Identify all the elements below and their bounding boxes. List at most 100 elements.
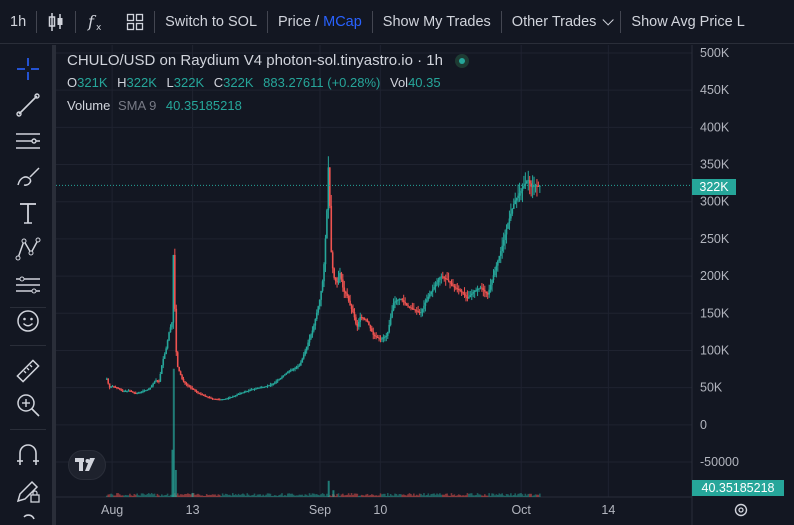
candle-body: [512, 204, 515, 209]
candle-body: [376, 336, 379, 338]
candle-body: [218, 399, 221, 401]
candle-body: [423, 305, 425, 309]
toolbar-divider: [36, 10, 38, 33]
pattern-icon[interactable]: [14, 235, 42, 263]
brush-icon[interactable]: [14, 163, 42, 191]
volume-bar: [155, 495, 157, 497]
candle-body: [163, 354, 166, 359]
candle-body: [226, 398, 228, 400]
candle-body: [384, 336, 386, 338]
last-price-badge: 322K: [692, 179, 736, 195]
ruler-icon[interactable]: [14, 357, 42, 385]
other-trades-dropdown[interactable]: Other Trades: [502, 0, 621, 43]
candle-body: [188, 385, 191, 387]
text-icon[interactable]: [14, 199, 42, 227]
interval-button[interactable]: 1h: [0, 0, 36, 43]
candle-body: [120, 389, 123, 391]
volume-bar: [129, 493, 131, 497]
vol-label: Vol: [389, 75, 409, 90]
volume-bar: [362, 495, 364, 497]
x-tick-label: Aug: [101, 503, 123, 517]
pencil-lock-icon[interactable]: [14, 477, 42, 505]
volume-bar: [118, 494, 121, 497]
candle-body: [359, 316, 362, 322]
volume-spike: [191, 492, 194, 497]
tradingview-logo[interactable]: [68, 450, 106, 480]
candle-body: [462, 291, 464, 294]
emoji-icon[interactable]: [14, 307, 42, 335]
layouts-button[interactable]: [116, 0, 154, 43]
candlestick-type-button[interactable]: [37, 0, 75, 43]
show-avg-price-button[interactable]: Show Avg Price L: [631, 13, 745, 30]
horizontal-lines-icon[interactable]: [14, 127, 42, 155]
y-axis: 500K 450K 400K 350K 300K 250K 200K 150K 100K 50K 0…: [700, 46, 739, 469]
settings-gear-icon[interactable]: [733, 502, 749, 523]
candle-body: [292, 368, 295, 370]
candle-body: [311, 330, 314, 335]
y-tick-label: 150K: [700, 306, 730, 320]
candle-body: [302, 354, 305, 359]
switch-to-sol-button[interactable]: Switch to SOL: [165, 13, 258, 30]
volume-bar: [168, 495, 170, 497]
candle-body: [382, 337, 385, 339]
volume-bar: [236, 495, 238, 497]
volume-bar: [210, 494, 212, 497]
volume-bar: [223, 495, 225, 497]
candle-body: [223, 399, 225, 401]
volume-bar: [266, 493, 269, 497]
candle-body: [305, 346, 308, 351]
candle-body: [258, 387, 260, 389]
high-label: H: [117, 75, 127, 90]
candle-body: [265, 386, 267, 388]
candle-body: [482, 288, 485, 290]
volume-bar: [489, 495, 492, 497]
volume-bar: [271, 495, 273, 497]
candle-body: [174, 254, 176, 309]
candle-body: [284, 374, 286, 376]
candles: [105, 156, 541, 401]
volume-bar: [218, 494, 221, 497]
candle-body: [411, 307, 414, 309]
candle-body: [349, 300, 351, 306]
candle-body: [263, 386, 266, 388]
volume-bar: [371, 494, 373, 497]
change-value: 883.27611 (+0.28%): [263, 75, 381, 90]
volume-bar: [344, 495, 347, 497]
volume-bar: [110, 493, 112, 497]
zoom-in-icon[interactable]: [14, 391, 42, 419]
volume-bar: [363, 495, 366, 497]
open-label: O: [67, 75, 78, 90]
candle-body: [469, 295, 472, 297]
candle-body: [492, 275, 495, 281]
y-tick-label: 400K: [700, 120, 730, 134]
candle-body: [110, 386, 112, 388]
volume-bar: [315, 494, 318, 497]
volume-bar: [160, 494, 163, 497]
candle-body: [507, 223, 509, 229]
price-chart[interactable]: 500K 450K 400K 350K 300K 250K 200K 150K 100K 50K 0…: [56, 45, 794, 525]
candle-body: [531, 186, 534, 188]
volume-bar: [439, 493, 441, 497]
show-my-trades-button[interactable]: Show My Trades: [382, 13, 491, 30]
volume-bar: [502, 495, 505, 497]
volume-bar: [366, 493, 369, 497]
volume-bar: [263, 495, 266, 497]
candle-body: [247, 390, 250, 392]
volume-bar: [340, 494, 343, 497]
candle-body: [515, 198, 518, 201]
magnet-icon[interactable]: [14, 441, 42, 469]
prediction-icon[interactable]: [14, 271, 42, 299]
volume-bar: [418, 493, 421, 497]
trend-line-icon[interactable]: [14, 91, 42, 119]
volume-bar: [433, 493, 435, 497]
crosshair-icon[interactable]: [14, 55, 42, 83]
stay-in-drawing-icon[interactable]: [14, 511, 42, 525]
candle-body: [499, 251, 502, 256]
volume-bar: [414, 495, 417, 497]
candle-body: [539, 185, 541, 187]
candle-body: [430, 291, 433, 295]
price-mcap-toggle[interactable]: Price / MCap: [268, 0, 372, 43]
candle-body: [326, 210, 328, 239]
volume-bar: [288, 493, 291, 497]
